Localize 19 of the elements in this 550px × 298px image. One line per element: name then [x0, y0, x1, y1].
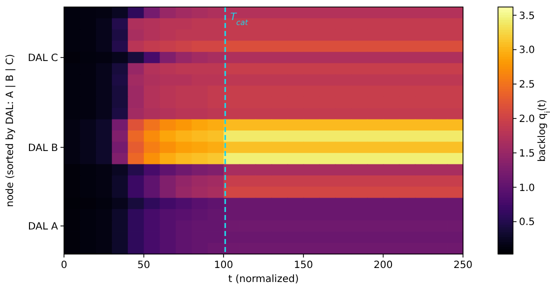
x-axis-title: t (normalized) — [228, 274, 299, 285]
x-tick-label: 150 — [294, 260, 313, 271]
color-bar-label: 1.5 — [519, 148, 535, 160]
color-bar-label: 2.0 — [519, 114, 535, 125]
color-bar-label: 2.5 — [519, 80, 535, 91]
y-tick-label: DAL B — [28, 142, 58, 154]
x-tick-label: 200 — [374, 260, 393, 271]
color-bar-label: 3.0 — [519, 45, 535, 56]
color-bar-label: 3.5 — [519, 10, 535, 22]
x-tick-label: 250 — [453, 260, 473, 271]
x-tick-label: 0 — [60, 260, 68, 271]
y-tick-label: DAL C — [28, 53, 58, 64]
ref-line-label: T$_{cat}$ — [230, 12, 250, 26]
y-tick-label: DAL A — [28, 221, 58, 232]
y-axis-title: node (sorted by DAL: A | B | C) — [5, 54, 16, 208]
x-tick-label: 50 — [137, 260, 150, 271]
color-bar-label: 1.0 — [519, 182, 535, 194]
color-bar-label: 0.5 — [519, 217, 535, 228]
x-tick-label: 100 — [214, 260, 234, 271]
